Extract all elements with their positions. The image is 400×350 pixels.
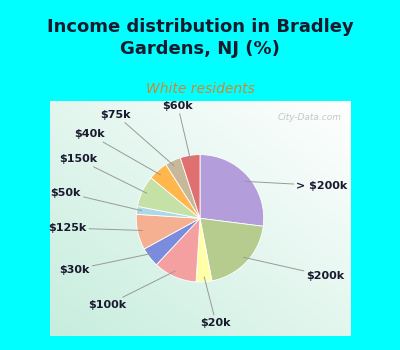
Text: $20k: $20k — [201, 277, 231, 328]
Text: White residents: White residents — [146, 82, 254, 96]
Wedge shape — [144, 218, 200, 265]
Wedge shape — [166, 158, 200, 218]
Text: $30k: $30k — [59, 253, 153, 275]
Wedge shape — [196, 218, 212, 282]
Wedge shape — [200, 218, 263, 281]
Wedge shape — [156, 218, 200, 282]
Text: $150k: $150k — [59, 154, 147, 193]
Wedge shape — [136, 214, 200, 249]
Text: $40k: $40k — [74, 129, 160, 175]
Wedge shape — [200, 155, 264, 226]
Wedge shape — [180, 155, 200, 218]
Wedge shape — [151, 164, 200, 218]
Text: City-Data.com: City-Data.com — [278, 113, 342, 122]
Text: $50k: $50k — [50, 188, 142, 211]
Text: $60k: $60k — [162, 101, 193, 160]
Text: $75k: $75k — [101, 110, 174, 166]
Wedge shape — [136, 206, 200, 218]
Wedge shape — [138, 178, 200, 218]
Text: $125k: $125k — [48, 223, 142, 233]
Text: $200k: $200k — [244, 257, 345, 281]
Text: Income distribution in Bradley
Gardens, NJ (%): Income distribution in Bradley Gardens, … — [47, 18, 353, 58]
Text: $100k: $100k — [88, 271, 175, 310]
Text: > $200k: > $200k — [245, 181, 348, 190]
